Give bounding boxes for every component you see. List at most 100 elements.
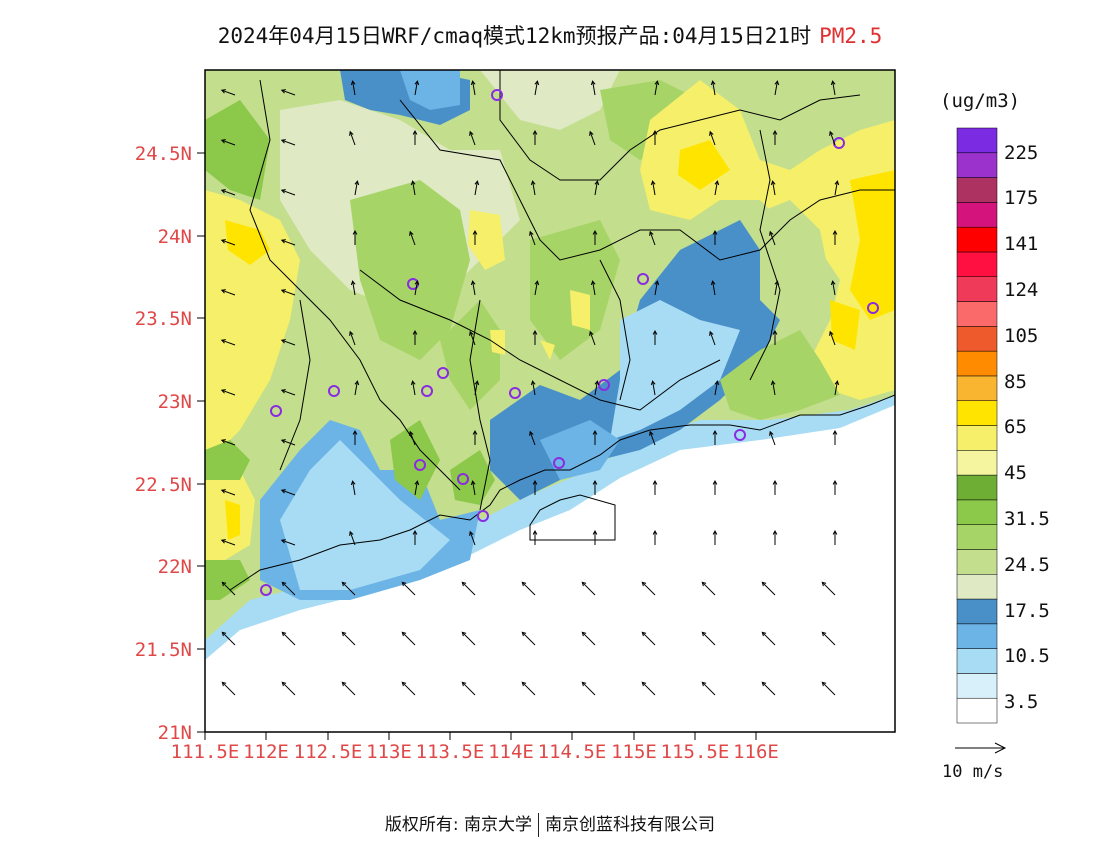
wind-arrow-head <box>281 581 287 587</box>
wind-arrow-head <box>280 139 286 144</box>
wind-arrow-head <box>341 631 347 637</box>
wind-arrow-shaft <box>341 681 356 696</box>
wind-arrow-head <box>652 329 658 335</box>
wind-arrow-head <box>280 489 286 494</box>
wind-arrow-head <box>594 180 600 186</box>
wind-arrow-head <box>821 631 827 637</box>
wind-arrow-shaft <box>221 89 236 96</box>
wind-arrow-head <box>281 681 287 687</box>
wind-arrow-head <box>341 581 347 587</box>
wind-arrow-shaft <box>834 181 838 196</box>
wind-arrow-shaft <box>469 531 476 546</box>
wind-arrow-shaft <box>281 489 296 496</box>
wind-arrow-head <box>474 180 480 186</box>
wind-arrow-shaft <box>221 581 236 596</box>
colorbar-swatch <box>956 326 998 352</box>
wind-arrow-shaft <box>641 581 656 596</box>
wind-arrow-shaft <box>701 681 716 696</box>
wind-arrow-shaft <box>221 439 236 446</box>
wind-arrow-shaft <box>221 139 236 146</box>
wind-arrow-shaft <box>281 289 296 296</box>
wind-arrow-head <box>650 380 656 386</box>
colorbar-swatch <box>956 350 998 377</box>
wind-arrow-shaft <box>281 89 296 96</box>
wind-arrow-head <box>220 389 226 394</box>
wind-arrow-shaft <box>641 631 656 646</box>
wind-arrow-head <box>712 229 718 235</box>
wind-arrow-shaft <box>829 131 836 146</box>
wind-arrow-head <box>834 380 840 386</box>
wind-arrow-head <box>280 339 286 344</box>
wind-arrow-head <box>532 329 538 335</box>
wind-arrow-head <box>652 529 658 535</box>
wind-arrow-shaft <box>832 281 836 296</box>
wind-arrow-head <box>830 80 836 86</box>
colorbar-swatch <box>956 301 998 327</box>
wind-arrow-shaft <box>592 281 596 296</box>
wind-arrow-shaft <box>714 181 718 196</box>
wind-arrow-head <box>220 289 226 294</box>
colorbar-label: 31.5 <box>1004 508 1050 530</box>
wind-arrow-shaft <box>221 489 236 496</box>
x-tick-label: 112E <box>243 741 289 763</box>
map-title: 2024年04月15日WRF/cmaq模式12km预报产品:04月15日21时 P… <box>0 20 1100 50</box>
wind-arrow-shaft <box>769 231 776 246</box>
colorbar <box>956 127 998 724</box>
wind-arrow-shaft <box>581 631 596 646</box>
colorbar-label: 24.5 <box>1004 554 1050 576</box>
wind-arrow-shaft <box>532 181 536 196</box>
wind-arrow-head <box>832 479 838 485</box>
colorbar-swatch <box>956 400 998 426</box>
x-axis-labels: 111.5E 112E 112.5E 113E 113.5E 114E 114.… <box>171 741 779 763</box>
wind-arrow-head <box>472 429 478 435</box>
title-text: 2024年04月15日WRF/cmaq模式12km预报产品:04月15日21时 <box>217 24 812 48</box>
wind-arrow-head <box>529 230 534 236</box>
wind-arrow-shaft <box>834 381 838 396</box>
colorbar-label: 141 <box>1004 233 1039 255</box>
wind-arrow-head <box>220 339 226 344</box>
wind-arrow-head <box>414 480 420 486</box>
wind-arrow-shaft <box>821 631 836 646</box>
wind-arrow-shaft <box>349 131 356 146</box>
wind-arrow-shaft <box>701 631 716 646</box>
wind-arrow-shaft <box>712 81 716 96</box>
wind-arrow-head <box>654 280 660 286</box>
wind-arrow-head <box>221 581 227 587</box>
wind-arrow-shaft <box>281 239 296 246</box>
wind-arrow-head <box>832 529 838 535</box>
wind-arrow-head <box>829 330 834 336</box>
wind-arrow-head <box>470 480 476 486</box>
wind-arrow-shaft <box>281 681 296 696</box>
x-tick-label: 115.5E <box>661 741 730 763</box>
wind-arrow-head <box>521 631 527 637</box>
wind-arrow-head <box>412 129 418 135</box>
wind-arrow-head <box>350 280 356 286</box>
wind-arrow-head <box>414 280 420 286</box>
wind-arrow-shaft <box>649 231 656 246</box>
x-tick-label: 114.5E <box>538 741 607 763</box>
wind-arrow-shaft <box>529 231 536 246</box>
wind-arrow-head <box>530 180 536 186</box>
wind-arrow-shaft <box>474 381 478 396</box>
wind-arrow-shaft <box>281 631 296 646</box>
wind-arrow-head <box>532 529 538 535</box>
y-tick-label: 21.5N <box>135 639 192 661</box>
wind-arrow-shaft <box>592 81 596 96</box>
colorbar-swatch <box>956 127 998 154</box>
reference-vector-label: 10 m/s <box>942 762 1004 782</box>
colorbar-label: 45 <box>1004 462 1027 484</box>
wind-arrow-shaft <box>221 631 236 646</box>
colorbar-swatch <box>956 450 998 476</box>
wind-arrow-head <box>772 529 778 535</box>
wind-arrow-head <box>712 429 718 435</box>
wind-arrow-head <box>461 681 467 687</box>
y-tick-label: 24.5N <box>135 143 192 165</box>
wind-arrow-head <box>354 380 360 386</box>
colorbar-label: 225 <box>1004 142 1039 164</box>
wind-arrow-shaft <box>281 539 296 546</box>
wind-arrow-head <box>461 631 467 637</box>
wind-arrow-head <box>220 539 226 544</box>
colorbar-swatch <box>956 152 998 178</box>
wind-arrow-head <box>281 631 287 637</box>
wind-arrow-shaft <box>709 331 716 346</box>
